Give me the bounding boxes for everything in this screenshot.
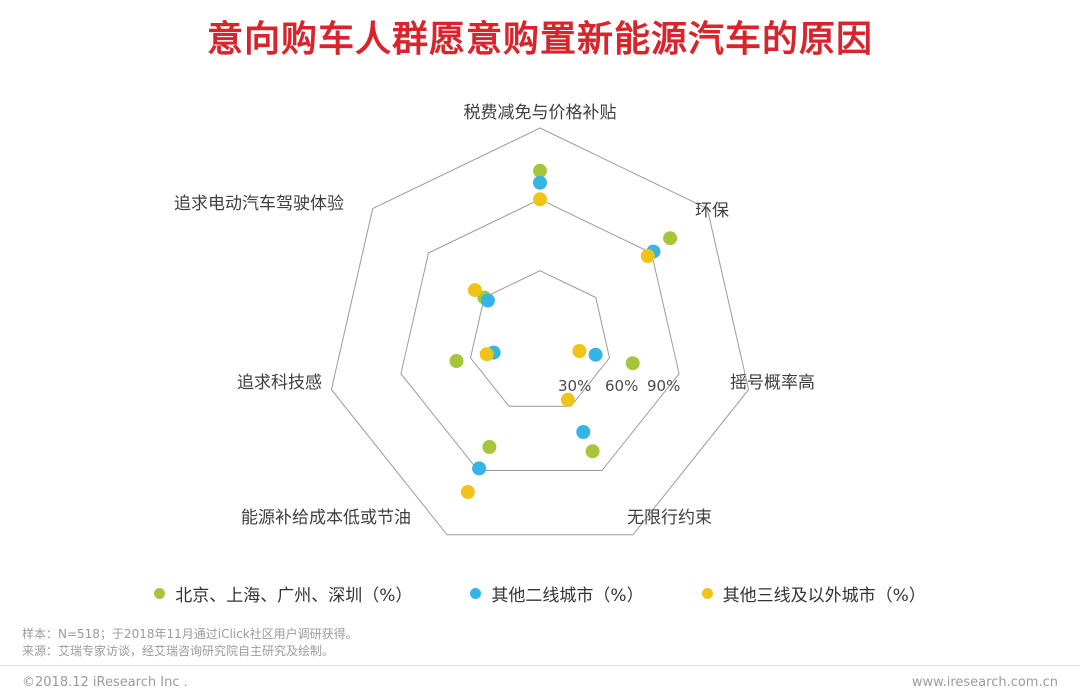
axis-label-no-restriction: 无限行约束 (627, 508, 712, 528)
axis-label-tech-feel: 追求科技感 (237, 373, 322, 393)
legend: 北京、上海、广州、深圳（%） 其他二线城市（%） 其他三线及以外城市（%） (0, 581, 1080, 606)
data-point (585, 444, 600, 459)
axis-label-environment: 环保 (695, 201, 729, 221)
data-point (576, 425, 591, 439)
radar-grid-ring (469, 270, 611, 407)
ring-label-60: 60% (605, 377, 639, 395)
data-point (533, 192, 547, 207)
data-point (480, 293, 495, 308)
data-point (572, 344, 587, 358)
data-point (625, 356, 640, 371)
legend-item-tier3-cities: 其他三线及以外城市（%） (701, 581, 926, 606)
legend-dot-tier2-icon (470, 588, 482, 599)
data-point (533, 175, 547, 190)
data-point (588, 347, 603, 362)
legend-item-tier1-cities: 北京、上海、广州、深圳（%） (154, 581, 412, 606)
data-point (663, 231, 678, 246)
legend-dot-tier1-icon (154, 588, 166, 599)
footnote-sample: 样本：N=518；于2018年11月通过iClick社区用户调研获得。 (22, 627, 358, 641)
axis-label-lottery-odds: 摇号概率高 (730, 373, 815, 393)
data-point (467, 283, 482, 298)
radar-grid-ring (330, 127, 750, 536)
chart-title: 意向购车人群愿意购置新能源汽车的原因 (206, 19, 873, 60)
legend-dot-tier3-icon (701, 588, 713, 599)
footnote-source: 来源：艾瑞专家访谈，经艾瑞咨询研究院自主研究及绘制。 (22, 643, 335, 658)
legend-label-tier3: 其他三线及以外城市（%） (722, 586, 926, 606)
data-point (482, 440, 497, 454)
ring-label-30: 30% (558, 377, 592, 395)
copyright-text: ©2018.12 iResearch Inc . (22, 675, 188, 690)
radar-grid-ring (400, 198, 680, 471)
data-point (449, 354, 464, 368)
legend-label-tier1: 北京、上海、广州、深圳（%） (175, 586, 413, 606)
data-point (479, 347, 494, 362)
ring-label-90: 90% (647, 377, 681, 395)
data-point (533, 163, 547, 178)
legend-item-tier2-cities: 其他二线城市（%） (470, 581, 644, 606)
data-point (640, 249, 655, 263)
axis-label-tax-subsidy: 税费减免与价格补贴 (463, 103, 617, 123)
footnotes: 样本：N=518；于2018年11月通过iClick社区用户调研获得。 来源：艾… (22, 626, 358, 660)
axis-label-energy-cost: 能源补给成本低或节油 (241, 508, 411, 528)
website-link: www.iresearch.com.cn (911, 675, 1058, 690)
data-point (560, 392, 575, 407)
legend-label-tier2: 其他二线城市（%） (491, 586, 644, 606)
data-point (460, 485, 475, 499)
bottom-bar: ©2018.12 iResearch Inc . www.iresearch.c… (0, 665, 1080, 699)
data-point (472, 461, 487, 476)
axis-label-ev-experience: 追求电动汽车驾驶体验 (174, 194, 344, 214)
